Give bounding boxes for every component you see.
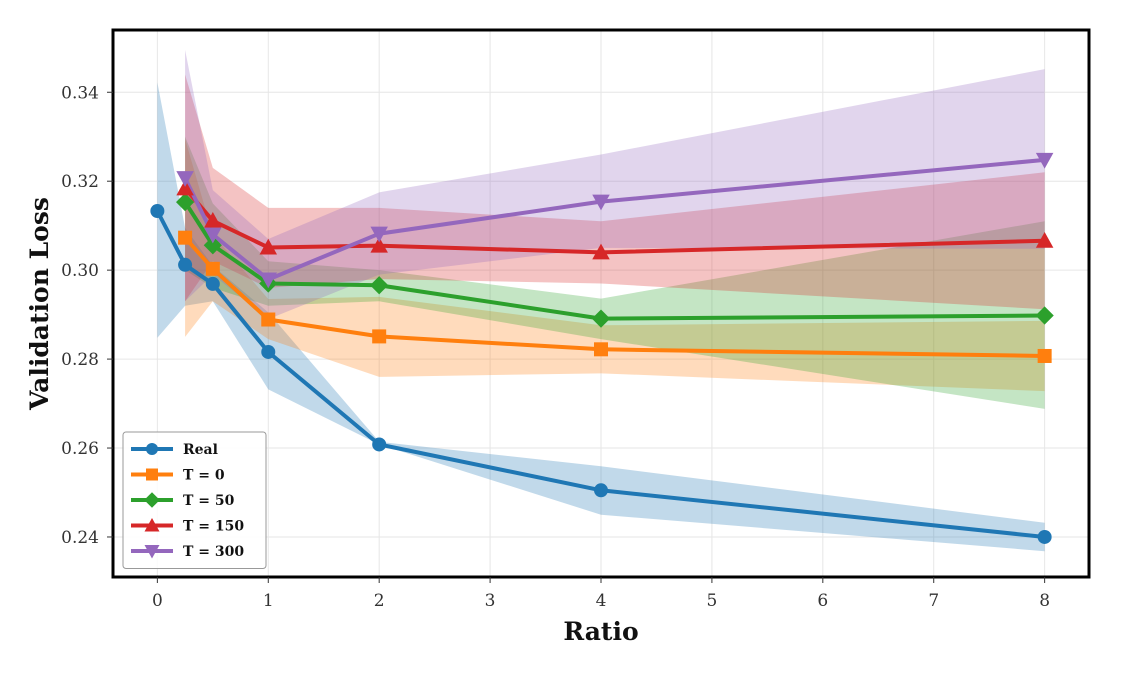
point-real [178,257,193,272]
point-t-50 [203,236,222,255]
y-tick-label: 0.34 [61,83,99,103]
point-t-50 [591,309,611,328]
point-t-150 [370,236,388,253]
point-t-300 [370,226,388,243]
legend-label-t-0: T = 0 [183,468,225,484]
band-t-50 [185,136,1045,409]
point-real [205,276,220,291]
point-t-0 [372,329,387,344]
point-real [150,203,165,218]
point-t-150 [176,179,194,196]
point-t-0 [594,342,608,357]
y-tick-label: 0.24 [61,528,99,548]
x-tick-label: 3 [485,591,496,611]
x-axis-title: Ratio [563,617,638,646]
point-t-0 [1037,348,1052,363]
band-t-300 [185,50,1045,320]
confidence-bands [157,50,1045,552]
point-t-150 [259,238,278,255]
x-tick-label: 0 [152,591,163,611]
y-tick-label: 0.30 [61,261,99,281]
point-real [594,483,608,498]
point-t-0 [178,230,193,245]
point-t-300 [1035,152,1054,169]
point-t-150 [592,243,610,260]
point-t-300 [204,227,222,244]
y-tick-label: 0.28 [61,350,99,370]
legend-label-t-300: T = 300 [183,544,244,560]
legend-marker-t-50 [144,492,160,508]
x-tick-label: 1 [263,591,274,611]
legend-marker-real [146,443,158,455]
point-t-0 [205,261,220,276]
legend-label-t-50: T = 50 [183,493,235,509]
x-tick-label: 4 [596,591,607,611]
legend-marker-t-300 [144,545,160,559]
band-t-150 [185,74,1045,310]
y-tick-label: 0.26 [61,439,99,459]
point-real [372,437,387,452]
point-t-300 [259,272,278,289]
point-t-300 [176,171,194,187]
point-t-50 [370,276,389,295]
point-t-150 [204,212,222,228]
y-axis-title: Validation Loss [25,197,54,411]
legend-label-real: Real [183,442,218,458]
x-tick-label: 6 [817,591,828,611]
x-tick-label: 5 [706,591,717,611]
legend-marker-t-0 [146,468,158,481]
point-t-300 [592,194,610,211]
point-real [261,344,276,359]
line-t-150 [183,187,1045,255]
band-t-0 [185,138,1045,392]
line-t-50 [183,201,1045,321]
point-t-0 [261,312,276,327]
legend-box [122,431,267,569]
point-t-50 [175,193,195,212]
x-axis-ticks: 0 1 2 3 4 5 6 7 8 [152,577,1050,611]
series-markers [150,152,1054,544]
x-tick-label: 7 [928,591,939,611]
legend-label-t-150: T = 150 [183,519,244,535]
y-axis-ticks: 0.24 0.26 0.28 0.30 0.32 0.34 [61,83,113,548]
legend: Real T = 0 T = 50 T = 150 T = 300 [122,431,267,569]
point-real [1037,529,1052,544]
x-tick-label: 2 [374,591,385,611]
legend-marker-t-150 [144,518,160,532]
x-tick-label: 8 [1039,591,1050,611]
y-tick-label: 0.32 [61,172,99,192]
point-t-150 [1035,232,1054,248]
point-t-50 [1035,306,1054,325]
